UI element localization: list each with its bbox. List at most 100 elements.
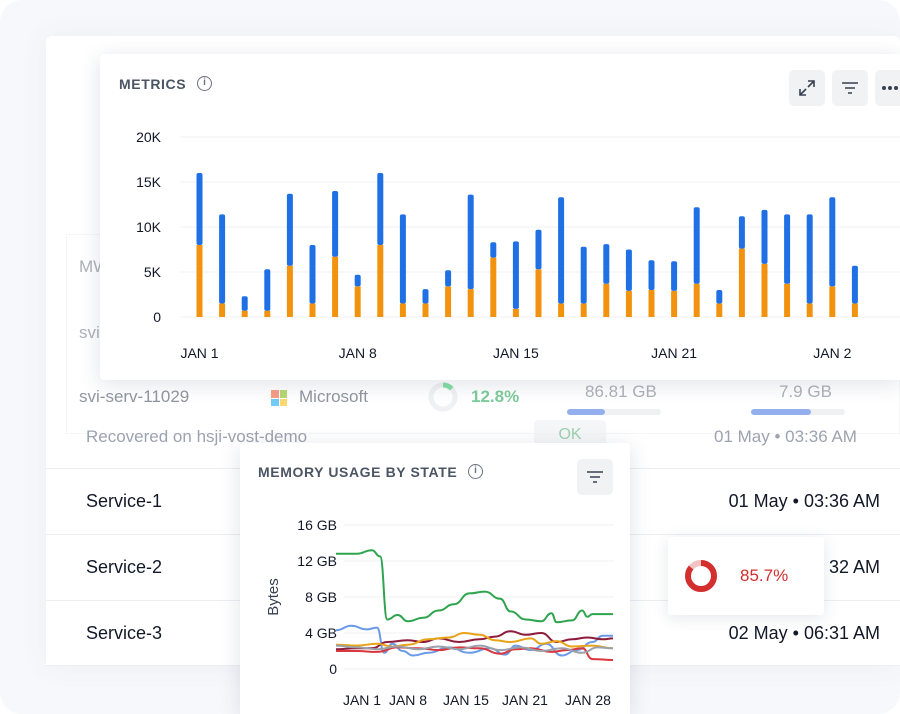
bar-segment-blue	[490, 242, 497, 258]
server-name[interactable]: svi-serv-11029	[79, 387, 190, 406]
x-tick-label: JAN 1	[180, 345, 218, 361]
memory-bar	[751, 409, 845, 415]
y-tick-label: 15K	[136, 174, 162, 190]
x-tick-label: JAN 8	[339, 345, 377, 361]
y-tick-label: 12 GB	[297, 553, 337, 569]
bar-segment-blue	[580, 246, 587, 304]
expand-button[interactable]	[789, 70, 825, 106]
x-tick-label: JAN 21	[651, 345, 697, 361]
x-tick-label: JAN 15	[443, 692, 489, 708]
percent-gauge	[685, 560, 717, 592]
bar-segment-orange	[625, 290, 632, 317]
bar-segment-orange	[784, 283, 791, 317]
service-time: 02 May • 06:31 AM	[728, 623, 880, 643]
bar-segment-blue	[309, 245, 316, 304]
series-line	[335, 631, 614, 650]
memory-bar-fill	[751, 409, 812, 415]
y-tick-label: 8 GB	[305, 589, 337, 605]
vendor-label: Microsoft	[299, 387, 368, 406]
service-name: Service-1	[86, 491, 163, 511]
bar-segment-orange	[580, 303, 587, 317]
usage-percent: 12.8%	[471, 387, 520, 406]
bar-segment-blue	[625, 249, 632, 291]
memory-title: MEMORY USAGE BY STATE	[258, 464, 458, 480]
bar-segment-blue	[422, 289, 429, 304]
bar-segment-blue	[354, 274, 361, 287]
bar-segment-orange	[806, 303, 813, 317]
bar-segment-blue	[851, 265, 858, 304]
bar-segment-blue	[332, 191, 339, 257]
bar-segment-blue	[716, 290, 723, 304]
recovered-time: 01 May • 03:36 AM	[714, 427, 857, 446]
bar-segment-orange	[399, 303, 406, 317]
y-tick-label: 0	[329, 661, 337, 677]
info-icon[interactable]: i	[197, 76, 212, 91]
bar-segment-blue	[671, 261, 678, 291]
bar-segment-blue	[512, 241, 519, 309]
x-tick-label: JAN 21	[502, 692, 548, 708]
bar-segment-orange	[377, 245, 384, 317]
filter-icon	[587, 471, 603, 483]
metrics-title: METRICS	[119, 76, 187, 92]
bar-segment-orange	[219, 303, 226, 317]
series-line	[335, 644, 614, 654]
bar-segment-orange	[264, 310, 271, 317]
bar-segment-orange	[241, 310, 248, 317]
filter-button[interactable]	[577, 459, 613, 495]
bar-segment-orange	[512, 308, 519, 317]
bar-segment-blue	[558, 197, 565, 304]
service-name: Service-2	[86, 557, 163, 577]
filter-button[interactable]	[832, 70, 868, 106]
y-axis-label: Bytes	[265, 578, 282, 616]
bar-segment-orange	[309, 303, 316, 317]
bar-segment-orange	[490, 257, 497, 317]
memory-value: 7.9 GB	[779, 382, 832, 401]
bar-segment-blue	[196, 173, 203, 245]
x-tick-label: JAN 28	[565, 692, 611, 708]
x-tick-label: JAN 8	[389, 692, 427, 708]
more-button[interactable]	[875, 70, 900, 106]
bar-segment-orange	[829, 286, 836, 317]
bar-segment-orange	[603, 283, 610, 317]
metrics-bar-chart: 20K 15K 10K 5K 0 JAN 1 JAN 8 JAN 15 JAN 21 JAN 2	[136, 129, 900, 361]
bar-segment-blue	[806, 214, 813, 304]
expand-icon	[799, 80, 815, 96]
filter-icon	[842, 82, 858, 94]
x-tick-label: JAN 2	[813, 345, 851, 361]
bar-segment-orange	[693, 283, 700, 317]
storage-bar	[567, 409, 661, 415]
table-row-name[interactable]: svi	[79, 323, 100, 342]
microsoft-icon	[271, 390, 287, 406]
bar-segment-blue	[648, 260, 655, 290]
info-icon[interactable]: i	[468, 464, 483, 479]
bar-segment-blue	[219, 214, 226, 304]
y-tick-label: 0	[153, 309, 161, 325]
series-line	[336, 549, 613, 624]
bar-segment-blue	[829, 197, 836, 287]
bar-segment-orange	[467, 289, 474, 317]
bar-segment-blue	[264, 269, 271, 311]
more-icon	[882, 86, 898, 90]
bar-segment-orange	[851, 303, 858, 317]
usage-donut	[428, 382, 458, 412]
service-time: 01 May • 03:36 AM	[728, 491, 880, 511]
storage-bar-fill	[567, 409, 605, 415]
bar-segment-blue	[535, 229, 542, 270]
bar-segment-blue	[241, 296, 248, 311]
bar-segment-orange	[761, 263, 768, 317]
y-tick-label: 16 GB	[297, 517, 337, 533]
y-tick-label: 5K	[144, 264, 162, 280]
bar-segment-orange	[332, 256, 339, 317]
bar-segment-orange	[354, 286, 361, 317]
gauge-percent: 85.7%	[740, 566, 789, 585]
bar-segment-blue	[693, 207, 700, 284]
bar-segment-orange	[716, 303, 723, 317]
storage-value: 86.81 GB	[585, 382, 657, 401]
x-tick-label: JAN 1	[343, 692, 381, 708]
bar-segment-blue	[399, 214, 406, 304]
bar-segment-orange	[535, 269, 542, 317]
bar-segment-blue	[761, 209, 768, 264]
bar-segment-orange	[196, 245, 203, 317]
recovered-text: Recovered on hsji-vost-demo	[86, 427, 308, 446]
x-tick-label: JAN 15	[493, 345, 539, 361]
